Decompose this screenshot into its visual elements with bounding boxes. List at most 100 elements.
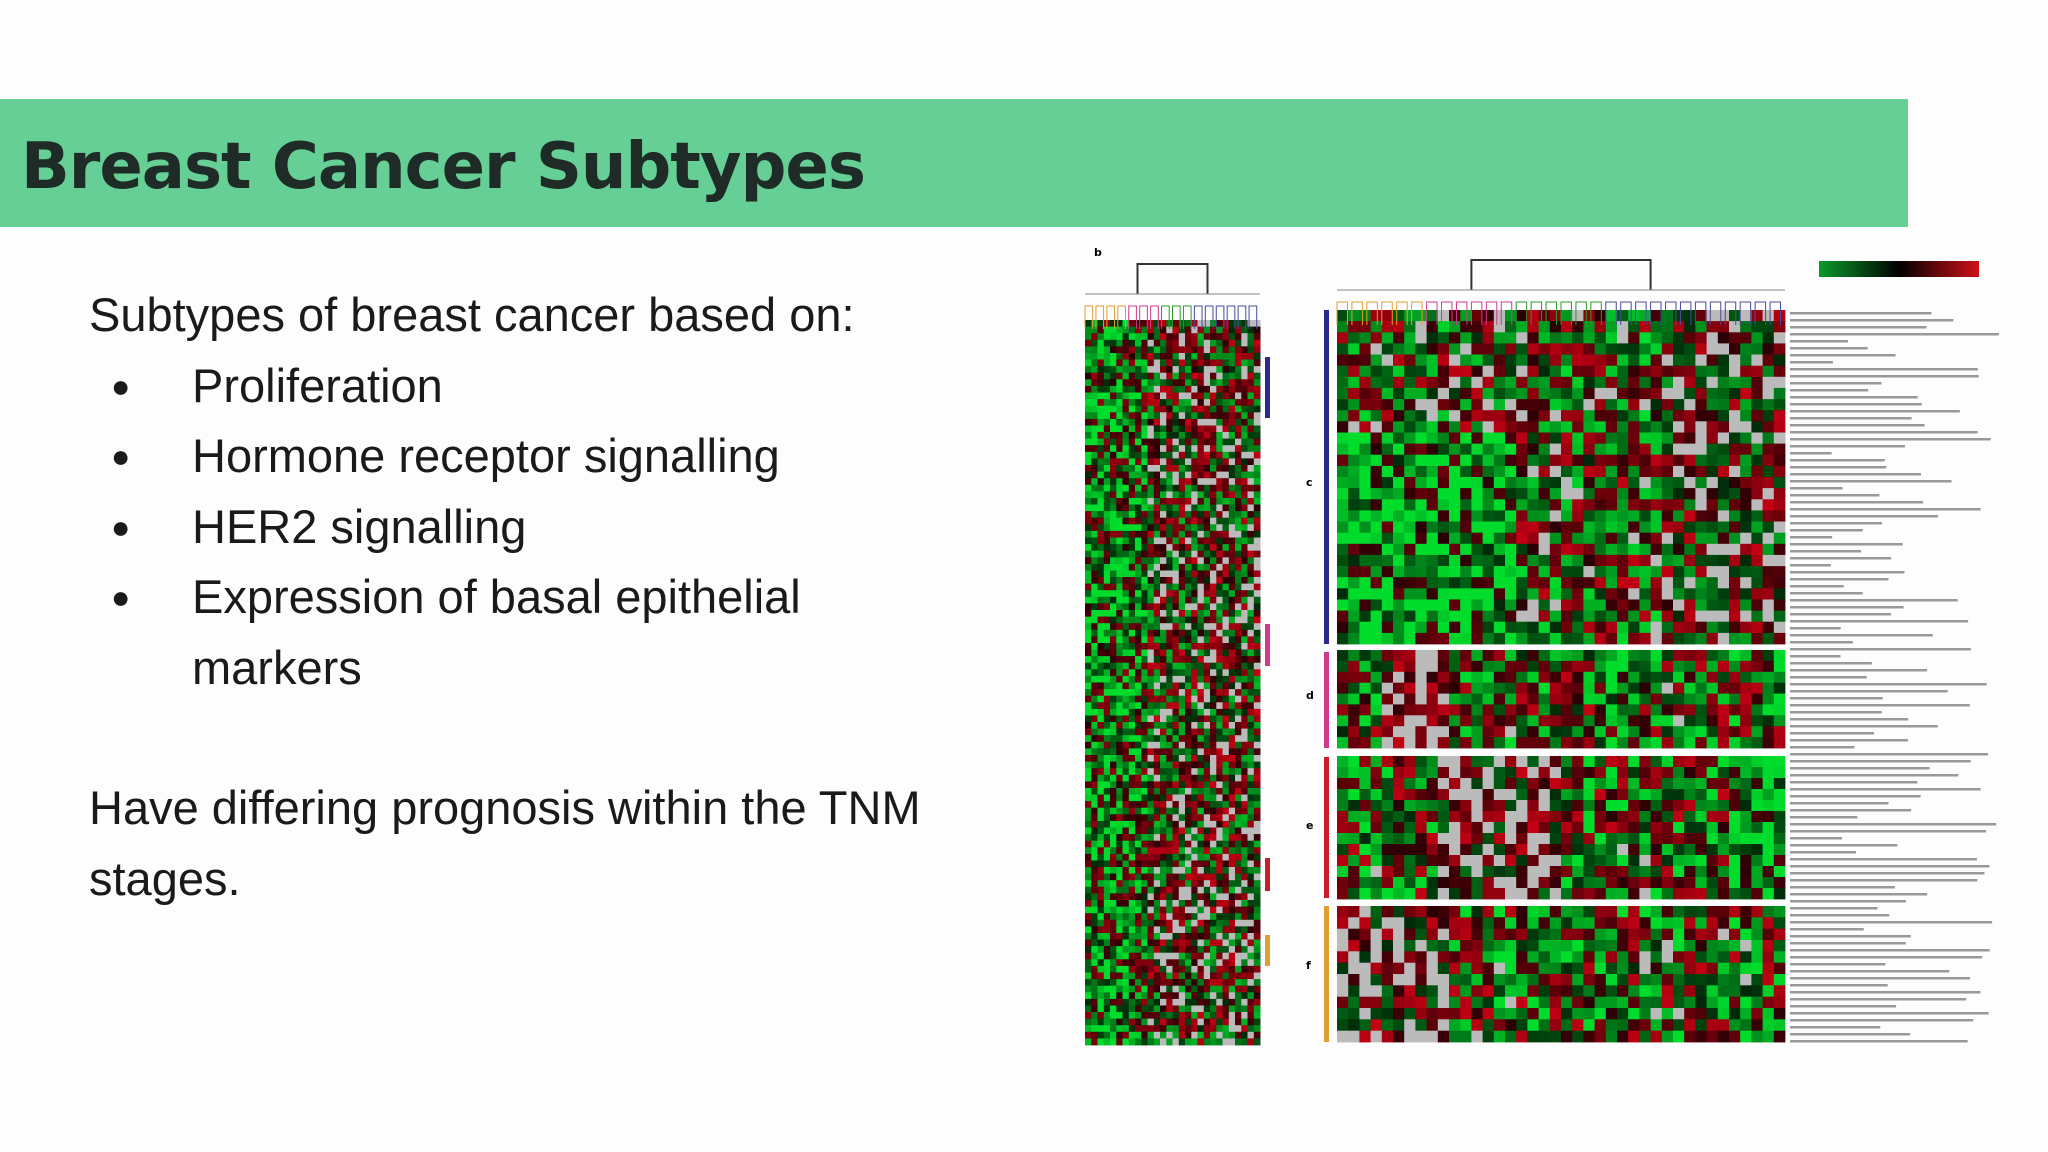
heatmap-cell (1097, 919, 1105, 927)
heatmap-cell (1216, 913, 1223, 921)
heatmap-cell (1103, 662, 1111, 670)
heatmap-cell (1122, 372, 1130, 380)
heatmap-cell (1135, 491, 1142, 499)
heatmap-cell (1122, 755, 1130, 762)
heatmap-cell (1210, 333, 1217, 341)
heatmap-cell (1222, 794, 1230, 802)
heatmap-cell (1684, 465, 1696, 478)
heatmap-cell (1404, 833, 1416, 845)
heatmap-cell (1185, 418, 1192, 426)
heatmap-cell (1253, 728, 1261, 736)
heatmap-cell (1605, 321, 1618, 333)
heatmap-cell (1216, 458, 1223, 466)
heatmap-cell (1359, 811, 1371, 823)
heatmap-cell (1172, 715, 1180, 723)
heatmap-cell (1617, 693, 1629, 705)
heatmap-cell (1516, 510, 1528, 522)
heatmap-cell (1172, 320, 1180, 327)
heatmap-cell (1348, 800, 1360, 812)
heatmap-cell (1717, 800, 1730, 812)
heatmap-cell (1147, 722, 1155, 729)
heatmap-cell (1141, 504, 1148, 512)
heatmap-cell (1216, 385, 1223, 393)
heatmap-cell (1103, 478, 1111, 486)
heatmap-cell (1085, 1038, 1092, 1046)
heatmap-cell (1103, 596, 1111, 604)
heatmap-cell (1773, 421, 1786, 433)
heatmap-cell (1370, 521, 1383, 533)
heatmap-cell (1128, 544, 1136, 552)
heatmap-cell (1516, 454, 1528, 467)
heatmap-cell (1628, 610, 1640, 623)
heatmap-cell (1751, 376, 1763, 389)
heatmap-cell (1160, 577, 1167, 584)
heatmap-cell (1135, 412, 1142, 420)
heatmap-cell (1160, 610, 1167, 617)
heatmap-cell (1673, 443, 1685, 456)
heatmap-cell (1153, 748, 1161, 756)
heatmap-cell (1210, 728, 1217, 736)
heatmap-cell (1661, 532, 1674, 545)
heatmap-cell (1210, 524, 1217, 532)
heatmap-cell (1348, 767, 1360, 779)
heatmap-cell (1153, 906, 1161, 914)
heatmap-cell (1085, 794, 1092, 802)
heatmap-cell (1222, 629, 1230, 637)
heatmap-cell (1381, 399, 1394, 411)
heatmap-cell (1235, 840, 1242, 848)
heatmap-cell (1210, 596, 1217, 604)
heatmap-cell (1097, 722, 1105, 729)
heatmap-cell (1097, 636, 1105, 644)
heatmap-cell (1122, 702, 1130, 710)
heatmap-cell (1572, 599, 1584, 611)
heatmap-cell (1628, 621, 1640, 634)
heatmap-cell (1185, 471, 1192, 479)
heatmap-cell (1110, 333, 1117, 341)
heatmap-cell (1197, 359, 1205, 367)
heatmap-cell (1216, 919, 1223, 927)
heatmap-cell (1561, 737, 1573, 749)
heatmap-cell (1247, 893, 1255, 901)
heatmap-cell (1740, 454, 1752, 467)
heatmap-cell (1706, 376, 1719, 389)
heatmap-cell (1203, 847, 1211, 855)
heatmap-cell (1197, 418, 1205, 426)
heatmap-cell (1605, 599, 1618, 611)
heatmap-cell (1449, 715, 1461, 727)
heatmap-cell (1729, 410, 1741, 422)
heatmap-cell (1706, 682, 1719, 694)
heatmap-cell (1135, 722, 1142, 729)
heatmap-cell (1110, 979, 1117, 987)
heatmap-cell (1153, 939, 1161, 947)
heatmap-cell (1241, 794, 1248, 802)
heatmap-cell (1695, 410, 1707, 422)
heatmap-cell (1370, 800, 1383, 812)
heatmap-cell (1110, 412, 1117, 420)
heatmap-cell (1717, 376, 1730, 389)
heatmap-cell (1650, 343, 1663, 355)
heatmap-cell (1147, 471, 1155, 479)
heatmap-cell (1617, 421, 1629, 433)
heatmap-cell (1393, 321, 1405, 333)
heatmap-cell (1561, 477, 1573, 489)
heatmap-cell (1203, 563, 1211, 571)
heatmap-cell (1222, 893, 1230, 901)
heatmap-cell (1203, 557, 1211, 565)
heatmap-cell (1471, 621, 1483, 634)
heatmap-cell (1135, 728, 1142, 736)
heatmap-cell (1135, 992, 1142, 1000)
heatmap-cell (1216, 596, 1223, 604)
heatmap-cell (1091, 346, 1098, 354)
heatmap-cell (1116, 563, 1123, 571)
heatmap-cell (1449, 660, 1461, 673)
heatmap-cell (1253, 675, 1261, 683)
heatmap-cell (1241, 616, 1248, 624)
heatmap-cell (1103, 1038, 1111, 1046)
heatmap-cell (1110, 675, 1117, 683)
heatmap-cell (1197, 722, 1205, 729)
heatmap-cell (1216, 550, 1223, 558)
heatmap-cell (1166, 498, 1173, 505)
heatmap-cell (1337, 443, 1349, 456)
heatmap-cell (1085, 689, 1092, 697)
heatmap-cell (1617, 499, 1629, 511)
